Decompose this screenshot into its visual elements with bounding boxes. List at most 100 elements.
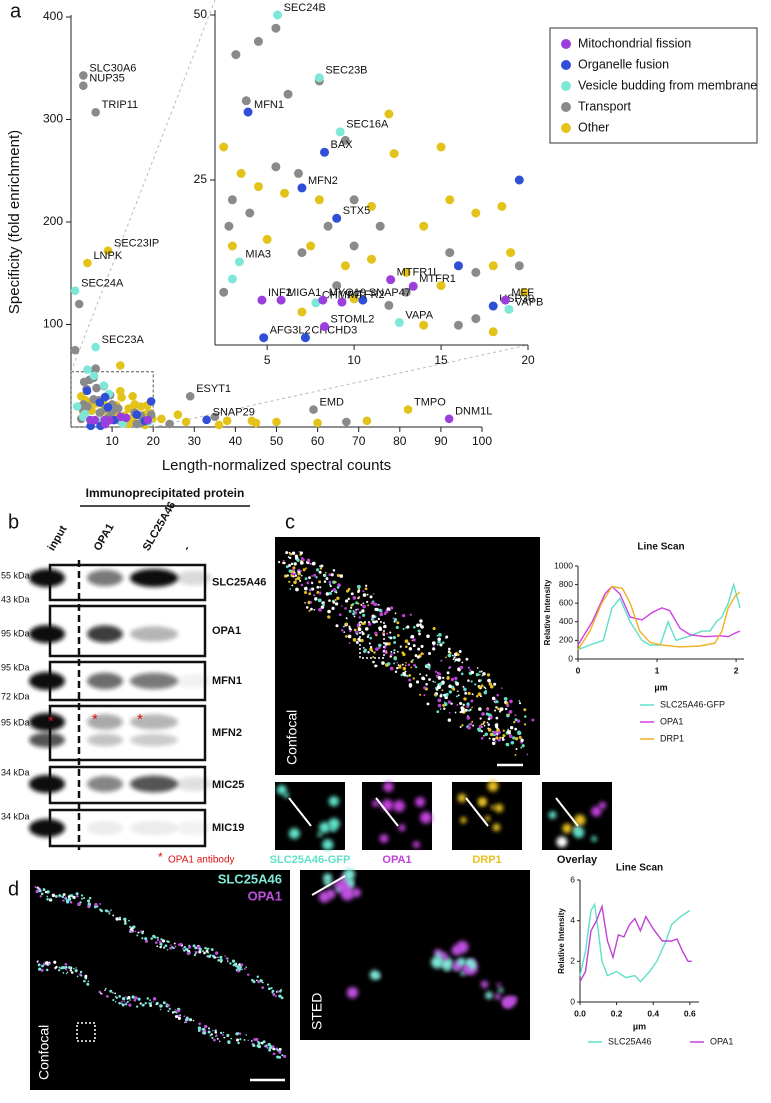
speckle [294,578,298,581]
blob [445,966,450,972]
blot-band [87,776,123,792]
blob [372,800,380,808]
speckle [356,608,360,611]
data-point [91,108,100,117]
speckle [324,574,327,577]
inset-data-point [245,208,255,218]
speckle [479,679,482,682]
speckle [225,957,228,960]
data-point [247,416,257,426]
inset-data-point [227,274,237,284]
speckle [515,747,518,750]
speckle [188,944,191,947]
speckle [408,674,412,677]
speckle [282,559,285,562]
speckle [509,699,513,704]
speckle [409,613,412,616]
speckle [489,684,494,689]
inset-data-point [436,281,446,291]
channel-label: SLC25A46 [218,871,282,886]
point-label: INF2 [268,287,292,299]
speckle [436,634,439,637]
speckle [304,577,308,581]
inset-data-point [436,142,446,152]
speckle [320,564,324,568]
speckle [343,631,346,633]
legend-swatch [561,102,571,112]
speckle [410,634,415,639]
speckle [98,990,101,994]
legend-label: Mitochondrial fission [578,36,691,50]
speckle [58,896,61,898]
speckle [384,642,389,646]
speckle [421,652,424,655]
inset-data-point [332,281,342,291]
speckle [332,580,336,584]
speckle [367,604,370,607]
speckle [209,1034,212,1037]
speckle [332,587,337,592]
data-point [185,391,195,401]
speckle [406,625,410,629]
speckle [501,736,504,739]
inset-data-point [306,241,316,251]
speckle [417,629,421,633]
speckle [374,631,378,635]
speckle [288,580,291,583]
footnote-symbol: * [158,850,163,864]
speckle [403,673,407,677]
speckle [462,703,465,707]
speckle [36,961,39,963]
speckle [454,660,456,663]
inset-y-tick-label: 25 [194,172,208,186]
speckle [386,632,389,635]
speckle [159,1008,162,1011]
inset-data-point [445,248,455,258]
speckle [356,632,359,636]
speckle [394,670,398,674]
speckle [70,971,74,974]
data-point [83,258,92,268]
point-label: MIGA1 [287,287,321,299]
speckle [469,669,472,672]
speckle [240,963,244,967]
speckle [431,641,436,646]
point-label: CHCHD3 [311,325,357,337]
speckle [362,646,365,649]
speckle [369,647,373,652]
inset-data-point [271,23,281,33]
speckle [294,574,298,577]
speckle [518,736,522,740]
speckle [194,946,198,950]
speckle [109,989,113,993]
speckle [495,736,499,740]
point-label: STX5 [343,205,371,217]
speckle [118,995,122,998]
speckle [416,655,420,659]
speckle [364,627,369,631]
speckle [369,595,373,599]
speckle [104,989,106,991]
speckle [66,971,69,973]
speckle [114,995,117,998]
speckle [80,894,84,897]
speckle [69,900,73,904]
inset-data-point [224,221,234,231]
speckle [271,991,274,994]
speckle [520,746,523,749]
speckle [79,901,82,903]
data-point [116,361,125,370]
inset-data-point [276,295,286,305]
speckle [362,613,366,617]
blob [283,792,290,798]
speckle [503,696,508,701]
speckle [450,702,453,705]
speckle [467,679,470,682]
speckle [366,600,369,604]
speckle [426,634,430,639]
speckle [401,613,406,618]
inset-data-point [273,10,283,20]
inset-x-tick-label: 20 [521,353,535,367]
speckle [493,682,497,686]
speckle [65,899,70,903]
